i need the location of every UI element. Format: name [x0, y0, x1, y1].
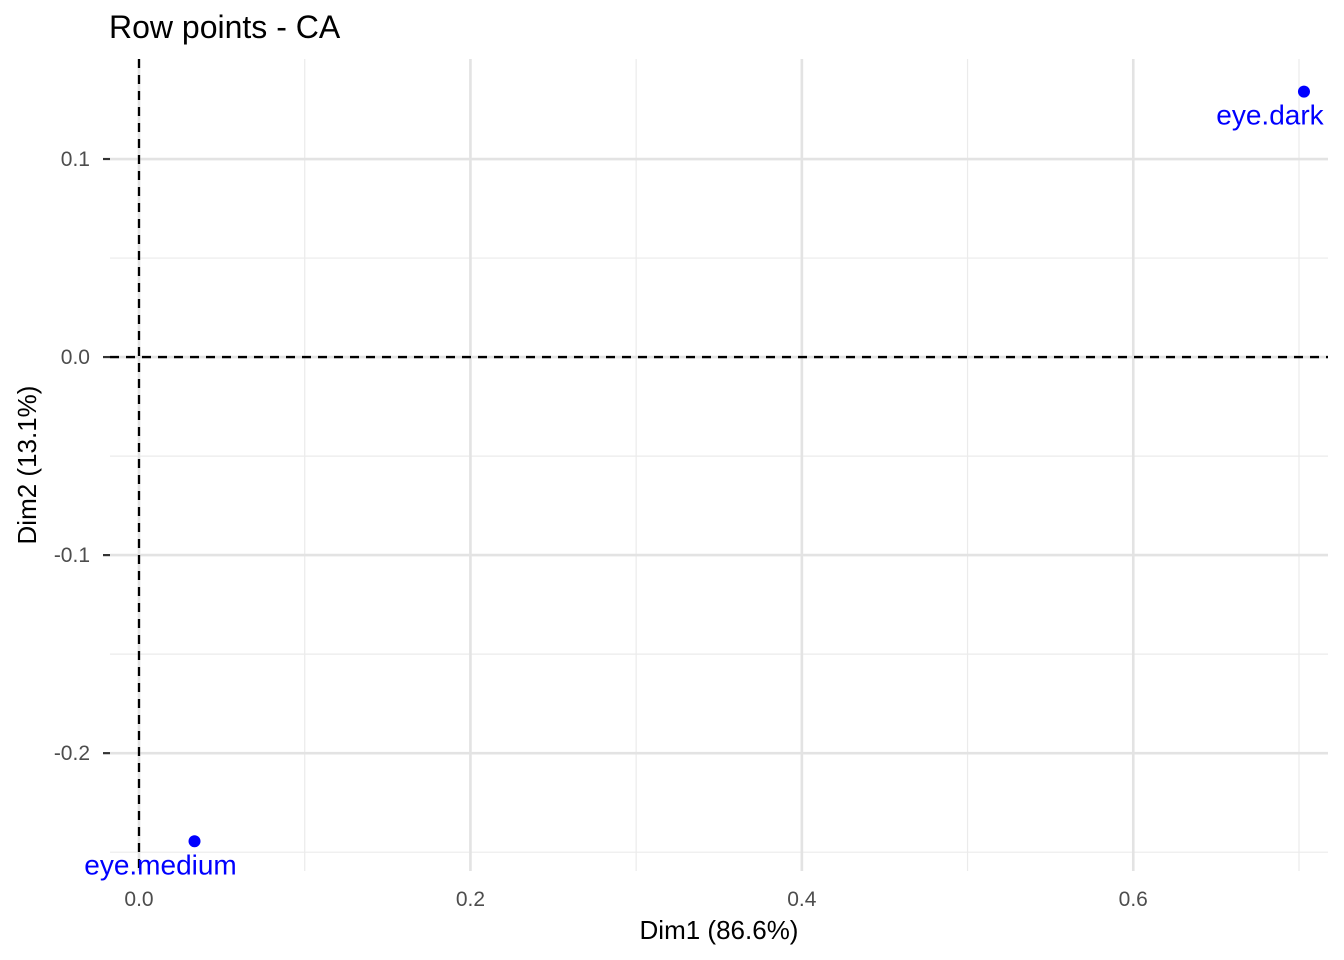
x-tick-label: 0.2 [456, 888, 485, 911]
y-tick-label: -0.1 [54, 544, 90, 567]
x-axis-title: Dim1 (86.6%) [640, 915, 799, 945]
chart-title: Row points - CA [109, 9, 341, 45]
data-point-label: eye.dark [1216, 100, 1324, 131]
axis-ticks: -0.2 -0.1 0.0 0.1 0.0 0.2 0.4 0.6 [54, 148, 1148, 911]
y-axis-title: Dim2 (13.1%) [12, 386, 42, 545]
grid-layer [110, 59, 1328, 871]
x-tick-label: 0.6 [1119, 888, 1148, 911]
data-point [1297, 85, 1310, 98]
y-tick-label: 0.0 [61, 346, 90, 369]
y-tick-label: -0.2 [54, 742, 90, 765]
x-tick-label: 0.4 [787, 888, 817, 911]
data-point [188, 835, 201, 848]
x-tick-label: 0.0 [124, 888, 153, 911]
reference-lines [110, 59, 1328, 871]
y-tick-label: 0.1 [61, 148, 90, 171]
data-point-label: eye.medium [84, 849, 237, 880]
points-layer: eye.dark eye.medium [84, 85, 1325, 880]
